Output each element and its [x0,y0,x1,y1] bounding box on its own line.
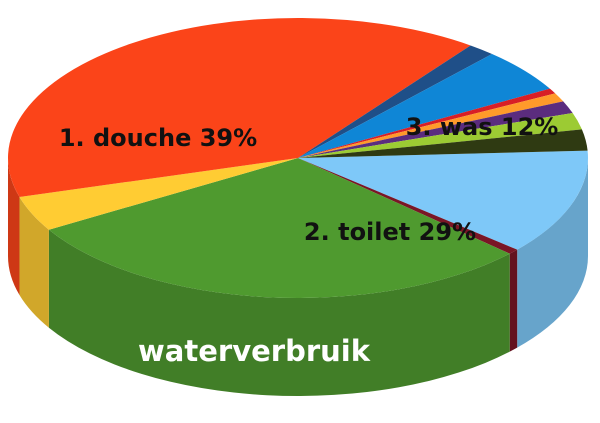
pie-side-was [517,158,588,348]
pie-slice-segment-7 [298,53,550,158]
slice-label-was: 3. was 12% [406,113,559,141]
pie-slice-segment-2 [298,158,518,254]
pie-slice-segment-9 [298,93,564,158]
pie-side-segment-2 [509,249,518,352]
pie-slice-douche [8,18,471,197]
pie-labels: 1. douche 39% 2. toilet 29% 3. was 12% [59,113,558,246]
brand-label-waterverbruik: waterverbruik [138,334,371,368]
pie-slice-segment-11 [298,113,582,158]
pie-top [8,18,588,299]
slice-label-toilet: 2. toilet 29% [304,218,476,246]
pie-side-douche [8,158,20,295]
pie-side-toilet [48,229,510,397]
pie-slice-segment-4 [19,158,298,230]
pie-slice-segment-12 [298,129,588,158]
pie-side-segment-4 [19,196,49,328]
pie-slice-was [298,150,588,250]
slice-label-douche: 1. douche 39% [59,124,257,152]
pie-sides [8,158,588,397]
pie-slice-toilet [48,158,510,299]
pie-slice-segment-6 [298,45,493,158]
pie-slice-segment-8 [298,88,556,158]
pie-slice-segment-10 [298,101,573,158]
